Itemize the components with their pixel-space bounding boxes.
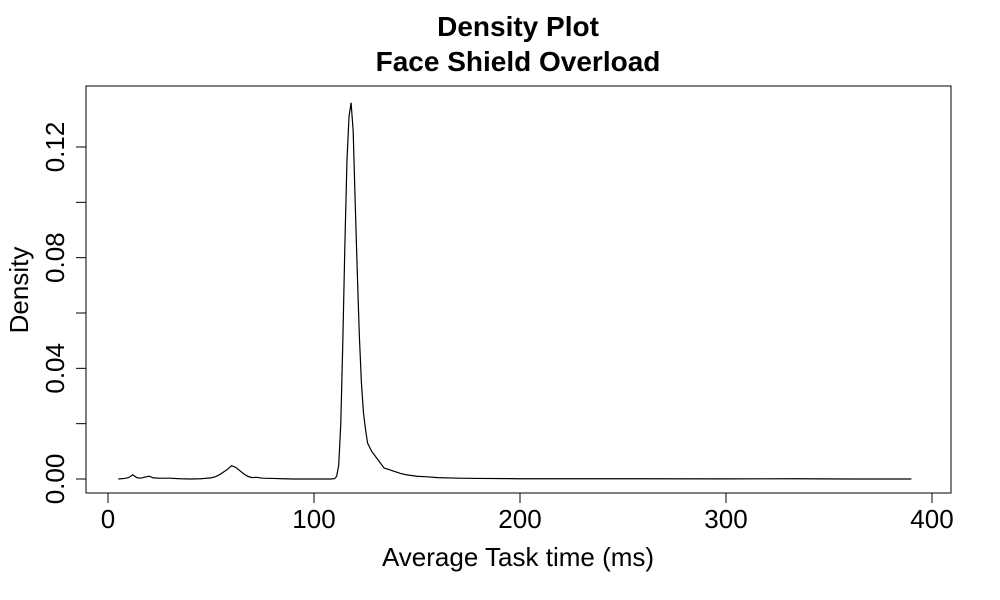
y-tick-label: 0.12: [40, 122, 70, 173]
y-tick-label: 0.08: [40, 232, 70, 283]
x-tick-label: 300: [704, 504, 747, 534]
density-curve: [118, 102, 912, 480]
x-axis-label: Average Task time (ms): [382, 542, 654, 572]
y-axis: 0.00 0.04 0.08 0.12: [40, 122, 87, 505]
y-tick-label: 0.00: [40, 454, 70, 505]
x-tick-label: 200: [498, 504, 541, 534]
chart-subtitle: Face Shield Overload: [376, 46, 661, 77]
plot-frame: [85, 85, 952, 494]
x-axis: 0 100 200 300 400: [101, 492, 954, 534]
chart-title: Density Plot: [437, 11, 599, 42]
x-tick-label: 400: [910, 504, 953, 534]
x-tick-label: 100: [292, 504, 335, 534]
x-tick-label: 0: [101, 504, 115, 534]
y-axis-label: Density: [4, 247, 34, 334]
y-tick-label: 0.04: [40, 343, 70, 394]
